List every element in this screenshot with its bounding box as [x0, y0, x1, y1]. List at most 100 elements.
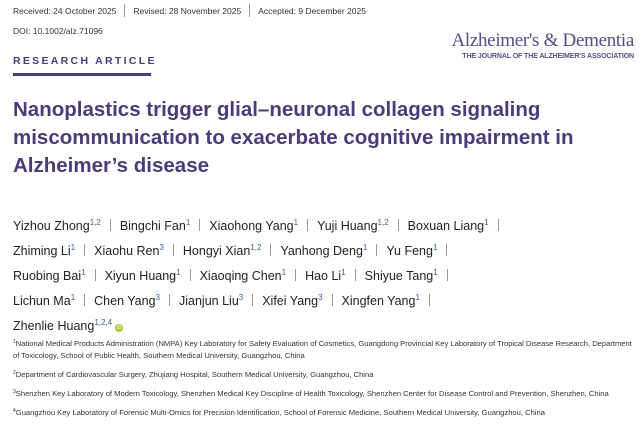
author-separator [94, 269, 96, 281]
author-row: Zhenlie Huang1,2,4iD [13, 312, 508, 337]
author-affiliation-marker[interactable]: 3 [318, 293, 323, 302]
publication-dates: Received: 24 October 2025 Revised: 28 No… [13, 4, 366, 17]
author[interactable]: Lichun Ma1 [13, 293, 76, 308]
author[interactable]: Zhiming Li1 [13, 243, 76, 258]
doi[interactable]: DOI: 10.1002/alz.71096 [13, 26, 103, 36]
affiliation: 2Department of Cardiovascular Surgery, Z… [13, 367, 638, 381]
author-separator [199, 219, 201, 231]
accepted-date: Accepted: 9 December 2025 [258, 5, 366, 16]
author-affiliation-marker[interactable]: 1 [341, 268, 346, 277]
affiliations: 1National Medical Products Administratio… [13, 336, 638, 424]
affiliation-text: Department of Cardiovascular Surgery, Zh… [15, 370, 374, 379]
author-affiliation-marker[interactable]: 1 [484, 218, 489, 227]
journal-logo: Alzheimer's & Dementia THE JOURNAL OF TH… [451, 30, 634, 60]
author-separator [376, 244, 378, 256]
author[interactable]: Xiaohong Yang1 [209, 218, 299, 233]
orcid-icon[interactable]: iD [115, 324, 124, 332]
received-date: Received: 24 October 2025 [13, 5, 117, 16]
affiliation-text: Guangzhou Key Laboratory of Forensic Mul… [15, 408, 545, 417]
author-name: Xingfen Yang [341, 294, 416, 308]
author-affiliation-marker[interactable]: 1 [70, 293, 76, 302]
author[interactable]: Hongyi Xian1,2 [182, 243, 262, 258]
author-name: Bingchi Fan [119, 219, 186, 233]
author-affiliation-marker[interactable]: 3 [238, 293, 244, 302]
author-separator [189, 269, 191, 281]
affiliation-number: 2 [13, 370, 16, 376]
author-separator [172, 244, 174, 256]
author-separator [307, 219, 309, 231]
author-separator [84, 244, 86, 256]
author-row: Ruobing Bai1 Xiyun Huang1 Xiaoqing Chen1 Ha… [13, 262, 508, 287]
article-type-underline [13, 73, 151, 76]
author-affiliation-marker[interactable]: 1 [81, 268, 86, 277]
author-affiliation-marker[interactable]: 1 [185, 218, 191, 227]
author-name: Lichun Ma [13, 294, 71, 308]
author-affiliation-marker[interactable]: 1 [415, 293, 420, 302]
title-line: Alzheimer’s disease [13, 154, 209, 177]
author-separator [446, 269, 448, 281]
author-affiliation-marker[interactable]: 1,2 [377, 218, 389, 227]
author-separator [397, 219, 399, 231]
author-name: Ruobing Bai [13, 269, 82, 283]
author-separator [252, 294, 254, 306]
author-affiliation-marker[interactable]: 1 [281, 268, 287, 277]
author-name: Hongyi Xian [182, 244, 251, 258]
author-separator [295, 269, 297, 281]
author[interactable]: Yu Feng1 [386, 243, 438, 258]
affiliation: 1National Medical Products Administratio… [13, 336, 638, 362]
author-separator [169, 294, 170, 306]
author-name: Xiyun Huang [104, 269, 177, 283]
title-line: miscommunication to exacerbate cognitive… [13, 126, 574, 149]
author[interactable]: Jianjun Liu3 [179, 293, 244, 308]
author-row: Lichun Ma1 Chen Yang3 Jianjun Liu3 Xifei Ya… [13, 287, 508, 312]
revised-date: Revised: 28 November 2025 [133, 5, 242, 16]
author-affiliation-marker[interactable]: 1,2,4 [94, 318, 113, 327]
author-separator [331, 294, 333, 306]
author-name: Zhenlie Huang [13, 319, 95, 333]
author-separator [446, 244, 448, 256]
author-separator [497, 219, 499, 231]
author[interactable]: Shiyue Tang1 [365, 268, 438, 283]
article-title: Nanoplastics trigger glial–neuronal coll… [13, 96, 633, 180]
author[interactable]: Hao Li1 [305, 268, 346, 283]
author-name: Yuji Huang [317, 219, 378, 233]
author-name: Chen Yang [94, 294, 156, 308]
author-affiliation-marker[interactable]: 1 [293, 218, 299, 227]
journal-name: Alzheimer's & Dementia [451, 30, 634, 51]
author-affiliation-marker[interactable]: 1 [176, 268, 181, 277]
author-affiliation-marker[interactable]: 3 [155, 293, 160, 302]
affiliation-text: National Medical Products Administration… [13, 339, 632, 360]
author-affiliation-marker[interactable]: 1 [433, 268, 438, 277]
affiliation-number: 3 [13, 389, 16, 395]
author[interactable]: Yizhou Zhong1,2 [13, 218, 101, 233]
author-separator [84, 294, 86, 306]
author-name: Xifei Yang [262, 294, 319, 308]
author[interactable]: Bingchi Fan1 [119, 218, 191, 233]
author[interactable]: Yuji Huang1,2 [317, 218, 389, 233]
author-name: Yu Feng [386, 244, 433, 258]
author[interactable]: Xiaohu Ren3 [94, 243, 164, 258]
author[interactable]: Yanhong Deng1 [280, 243, 368, 258]
author[interactable]: Xiaoqing Chen1 [200, 268, 287, 283]
author-affiliation-marker[interactable]: 1,2 [89, 218, 101, 227]
affiliation: 3Shenzhen Key Laboratory of Modern Toxic… [13, 386, 638, 400]
author-name: Yanhong Deng [280, 244, 363, 258]
author[interactable]: Xiyun Huang1 [104, 268, 181, 283]
author[interactable]: Boxuan Liang1 [407, 218, 489, 233]
author[interactable]: Xingfen Yang1 [341, 293, 420, 308]
author-affiliation-marker[interactable]: 3 [159, 243, 164, 252]
author[interactable]: Xifei Yang3 [262, 293, 323, 308]
author-name: Zhiming Li [13, 244, 71, 258]
author-affiliation-marker[interactable]: 1 [362, 243, 368, 252]
author[interactable]: Ruobing Bai1 [13, 268, 86, 283]
affiliation: 4Guangzhou Key Laboratory of Forensic Mu… [13, 405, 638, 419]
author[interactable]: Zhenlie Huang1,2,4iD [13, 318, 124, 333]
author-affiliation-marker[interactable]: 1 [70, 243, 76, 252]
author-affiliation-marker[interactable]: 1 [432, 243, 438, 252]
author-name: Jianjun Liu [179, 294, 239, 308]
author-affiliation-marker[interactable]: 1,2 [250, 243, 262, 252]
author[interactable]: Chen Yang3 [94, 293, 160, 308]
affiliation-text: Shenzhen Key Laboratory of Modern Toxico… [15, 389, 609, 398]
author-separator [354, 269, 356, 281]
author-name: Boxuan Liang [407, 219, 485, 233]
